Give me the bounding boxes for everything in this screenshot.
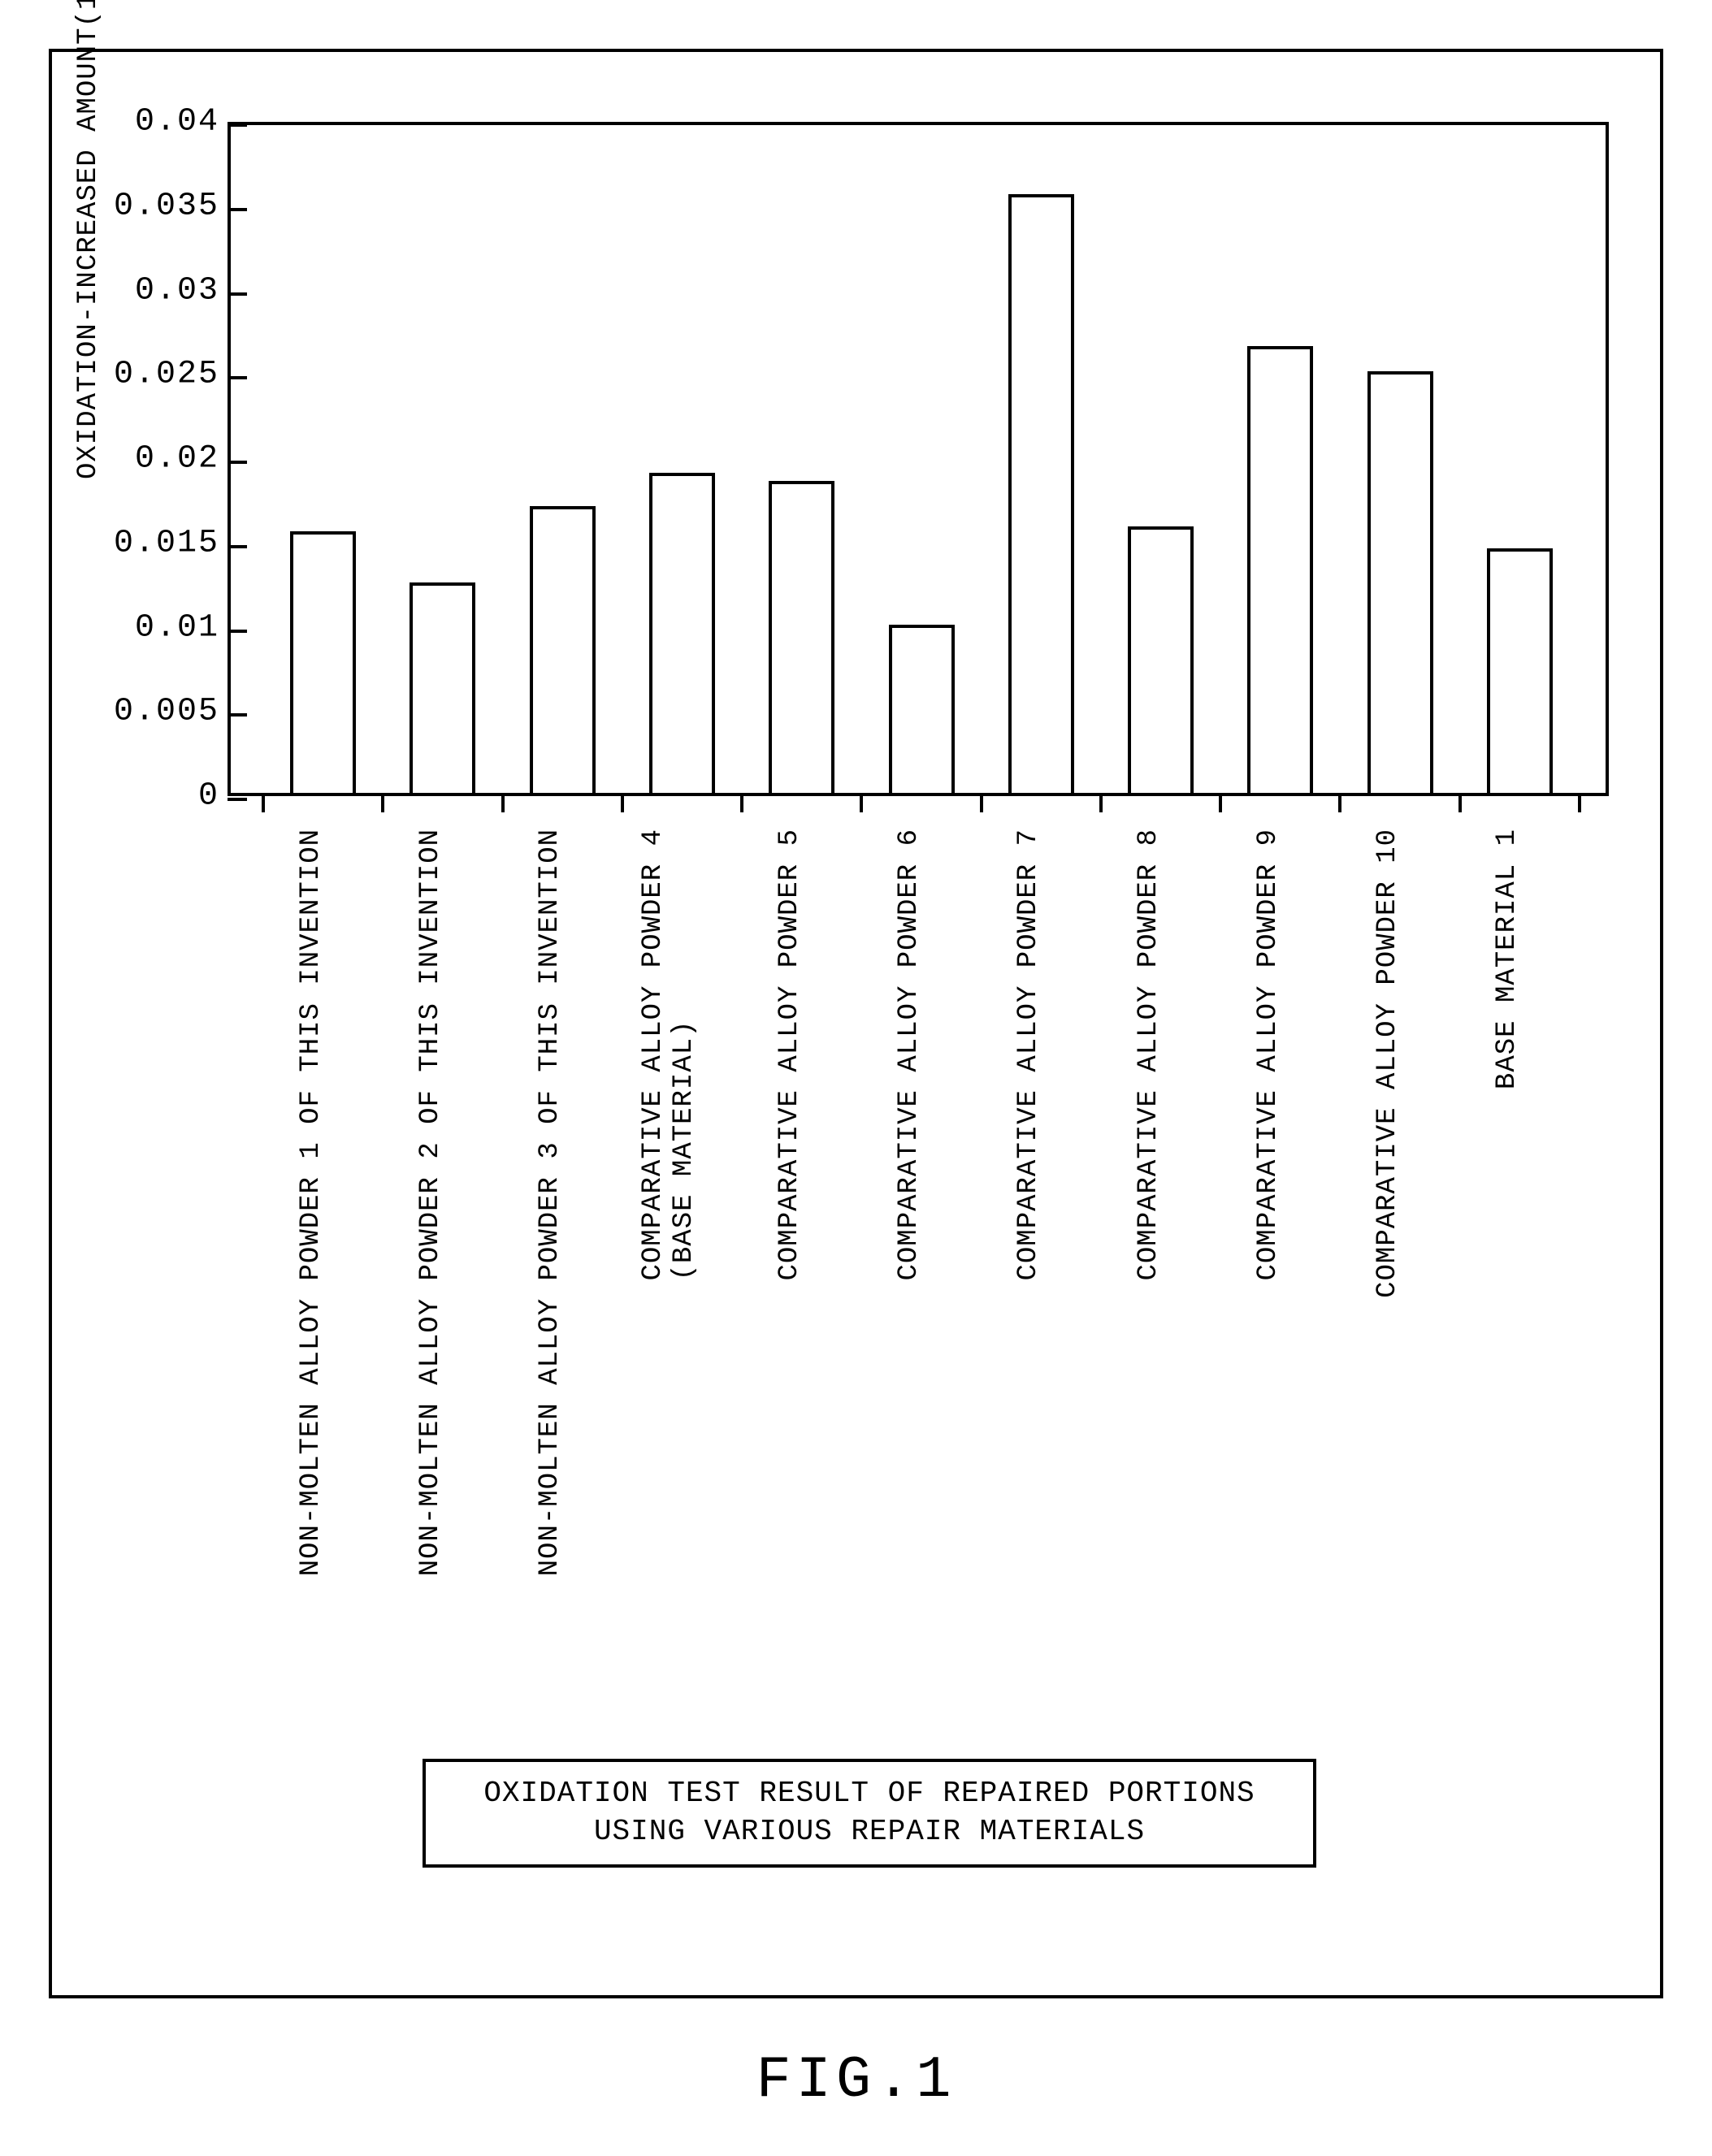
- x-tick-mark: [1219, 793, 1222, 812]
- y-tick-mark: [228, 798, 247, 801]
- figure-label: FIG.1: [0, 2047, 1712, 2114]
- y-tick-mark: [228, 208, 247, 211]
- bar: [769, 481, 834, 793]
- bar: [1008, 194, 1074, 793]
- x-category-label: COMPARATIVE ALLOY POWDER 7: [1013, 829, 1044, 1281]
- bars-container: [231, 125, 1606, 793]
- bar: [889, 625, 955, 794]
- y-tick-label: 0.01: [81, 609, 219, 646]
- x-tick-mark: [621, 793, 624, 812]
- x-tick-mark: [980, 793, 983, 812]
- x-tick-mark: [501, 793, 505, 812]
- caption-box: OXIDATION TEST RESULT OF REPAIRED PORTIO…: [423, 1759, 1316, 1868]
- y-tick-mark: [228, 123, 247, 127]
- plot-area: [228, 122, 1609, 796]
- bar: [410, 582, 475, 793]
- y-tick-label: 0.02: [81, 441, 219, 478]
- caption-line-2: USING VARIOUS REPAIR MATERIALS: [450, 1813, 1289, 1851]
- y-tick-mark: [228, 713, 247, 717]
- y-tick-mark: [228, 630, 247, 633]
- x-tick-mark: [262, 793, 265, 812]
- x-tick-mark: [1099, 793, 1103, 812]
- bar: [1128, 526, 1194, 793]
- y-tick-label: 0.04: [81, 104, 219, 141]
- x-category-label: NON-MOLTEN ALLOY POWDER 2 OF THIS INVENT…: [415, 829, 446, 1576]
- x-tick-mark: [860, 793, 863, 812]
- bar: [1367, 371, 1433, 793]
- bar: [530, 506, 596, 793]
- x-tick-mark: [381, 793, 384, 812]
- x-category-label: BASE MATERIAL 1: [1492, 829, 1523, 1089]
- y-tick-label: 0.025: [81, 357, 219, 393]
- x-category-label: COMPARATIVE ALLOY POWDER 6: [894, 829, 925, 1281]
- bar: [1247, 346, 1313, 793]
- x-category-label: COMPARATIVE ALLOY POWDER 4(BASE MATERIAL…: [638, 829, 700, 1281]
- y-tick-label: 0.005: [81, 694, 219, 730]
- y-tick-mark: [228, 292, 247, 296]
- x-category-label: NON-MOLTEN ALLOY POWDER 3 OF THIS INVENT…: [535, 829, 566, 1576]
- y-tick-mark: [228, 461, 247, 464]
- x-category-label: COMPARATIVE ALLOY POWDER 8: [1133, 829, 1164, 1281]
- y-tick-label: 0: [81, 778, 219, 815]
- bar: [1487, 548, 1553, 793]
- x-category-label: NON-MOLTEN ALLOY POWDER 1 OF THIS INVENT…: [296, 829, 327, 1576]
- y-tick-label: 0.035: [81, 188, 219, 224]
- y-tick-label: 0.03: [81, 272, 219, 309]
- x-category-label: COMPARATIVE ALLOY POWDER 5: [774, 829, 805, 1281]
- caption-line-1: OXIDATION TEST RESULT OF REPAIRED PORTIO…: [450, 1775, 1289, 1813]
- x-tick-mark: [740, 793, 743, 812]
- y-tick-mark: [228, 545, 247, 548]
- y-tick-mark: [228, 376, 247, 379]
- x-tick-mark: [1338, 793, 1341, 812]
- y-tick-label: 0.015: [81, 525, 219, 561]
- page: OXIDATION-INCREASED AMOUNT(1000°C-1000hr…: [0, 0, 1712, 2156]
- x-category-label: COMPARATIVE ALLOY POWDER 10: [1372, 829, 1403, 1298]
- x-tick-mark: [1578, 793, 1581, 812]
- y-axis-label: OXIDATION-INCREASED AMOUNT(1000°C-1000hr…: [73, 0, 104, 479]
- x-category-label: COMPARATIVE ALLOY POWDER 9: [1253, 829, 1284, 1281]
- x-tick-mark: [1458, 793, 1462, 812]
- x-axis-labels: NON-MOLTEN ALLOY POWDER 1 OF THIS INVENT…: [228, 820, 1609, 1714]
- bar: [290, 531, 356, 793]
- bar: [649, 473, 715, 793]
- chart-area: [228, 122, 1609, 837]
